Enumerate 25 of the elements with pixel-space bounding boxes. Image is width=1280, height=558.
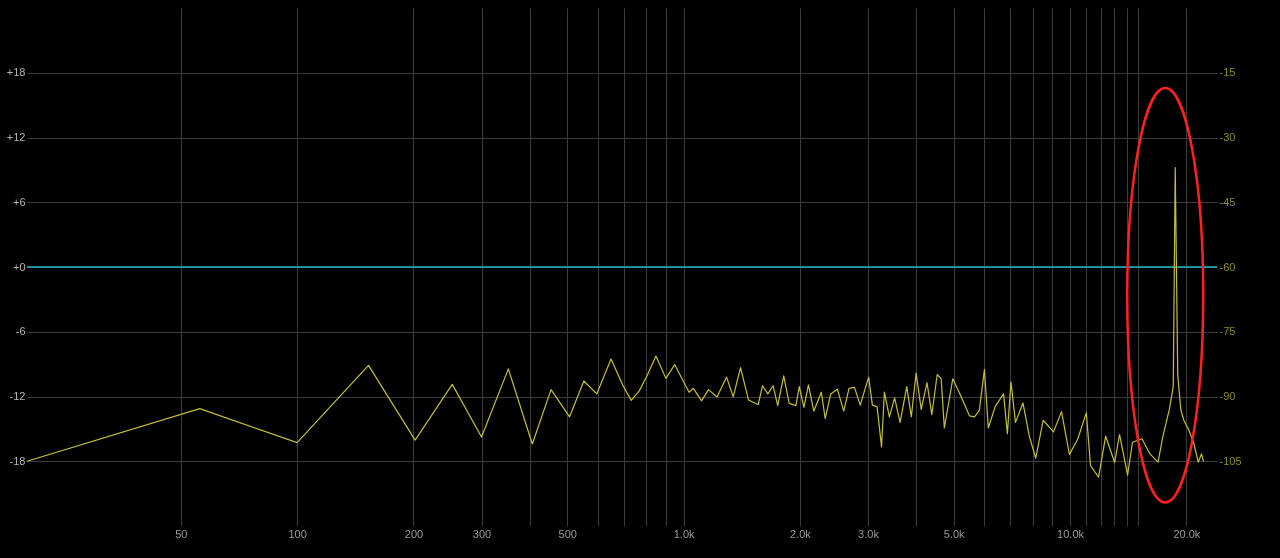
- y2-tick-label: -90: [1219, 390, 1236, 402]
- x-tick-label: 50: [175, 527, 188, 540]
- y-tick-label: +6: [12, 195, 26, 208]
- y-tick-label: +12: [6, 131, 26, 143]
- x-tick-label: 2.0k: [790, 527, 812, 540]
- x-tick-label: 20.0k: [1173, 527, 1201, 540]
- x-tick-label: 100: [288, 527, 307, 540]
- x-tick-label: 3.0k: [858, 527, 880, 540]
- x-tick-label: 5.0k: [943, 527, 966, 540]
- x-tick-label: 200: [404, 527, 424, 540]
- y-tick-label: -6: [15, 325, 26, 338]
- x-tick-label: 1.0k: [673, 527, 695, 540]
- y-tick-label: -18: [9, 454, 26, 467]
- y2-tick-label: -60: [1219, 260, 1236, 273]
- y-tick-label: +0: [12, 260, 26, 273]
- y-tick-label: +18: [6, 66, 26, 79]
- x-tick-label: 10.0k: [1057, 527, 1085, 540]
- y-tick-label: -12: [9, 390, 26, 402]
- y2-tick-label: -30: [1219, 131, 1236, 143]
- y2-tick-label: -75: [1219, 325, 1236, 338]
- y2-tick-label: -45: [1219, 195, 1236, 208]
- y2-tick-label: -105: [1219, 454, 1242, 467]
- x-tick-label: 300: [472, 527, 492, 540]
- x-tick-label: 500: [558, 527, 577, 540]
- y2-tick-label: -15: [1219, 66, 1236, 79]
